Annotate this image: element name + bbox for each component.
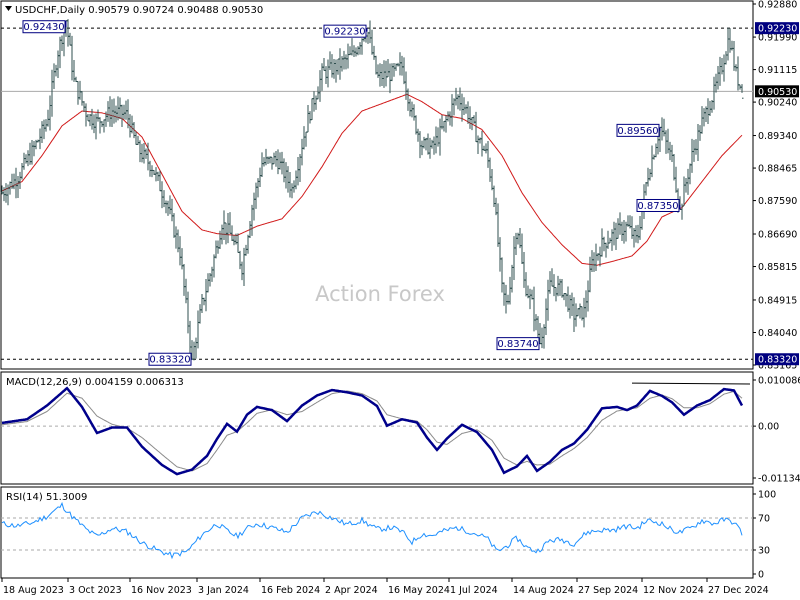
rsi-tick-label-2: 30 (758, 546, 770, 557)
price-tick-label-0: 0.92880 (758, 0, 797, 11)
price-tag-box-0 (755, 22, 799, 35)
price-tick-label-7: 0.86690 (758, 230, 797, 241)
price-tick-label-3: 0.90240 (758, 98, 797, 109)
price-tick-label-11: 0.83165 (758, 361, 797, 372)
price-tick-label-9: 0.84915 (758, 295, 797, 306)
time-tick-label-8: 14 Aug 2024 (513, 585, 574, 596)
annotation-label-1: 0.92230 (324, 27, 365, 38)
time-tick-label-5: 2 Apr 2024 (325, 585, 378, 596)
annotation-box-4 (496, 337, 540, 351)
price-tag-label-0: 0.92230 (758, 24, 797, 35)
chart-title: USDCHF,Daily 0.90579 0.90724 0.90488 0.9… (15, 5, 263, 16)
price-tag-label-1: 0.90530 (758, 87, 797, 98)
macd-pane: 0.010086 0.00 -0.011342 MACD(12,26,9) 0.00… (0, 371, 800, 485)
time-tick-label-11: 27 Dec 2024 (708, 585, 769, 596)
watermark: Action Forex (315, 282, 445, 306)
price-tick-label-8: 0.85815 (758, 262, 797, 273)
time-tick-label-6: 16 May 2024 (388, 585, 450, 596)
rsi-pane: 100 70 30 0 RSI(14) 51.3009 (0, 486, 776, 581)
time-tick-label-10: 12 Nov 2024 (643, 585, 704, 596)
main-pane-frame (0, 0, 754, 370)
macd-pane-frame (0, 371, 754, 485)
price-tag-label-2: 0.83320 (758, 355, 797, 366)
time-tick-label-7: 1 Jul 2024 (450, 585, 498, 596)
price-tag-box-2 (755, 353, 799, 366)
rsi-line (1, 501, 743, 560)
chevron-down-icon[interactable] (5, 6, 12, 11)
macd-trendline (631, 382, 751, 385)
time-tick-label-1: 3 Oct 2023 (69, 585, 122, 596)
time-tick-label-4: 16 Feb 2024 (261, 585, 320, 596)
rsi-title: RSI(14) 51.3009 (6, 492, 87, 503)
price-tick-label-4: 0.89340 (758, 131, 797, 142)
rsi-tick-label-3: 0 (758, 570, 764, 581)
price-bar (740, 84, 744, 99)
price-tick-label-2: 0.91115 (758, 65, 797, 76)
annotation-box-1 (323, 24, 367, 38)
rsi-pane-frame (0, 486, 754, 579)
time-tick-label-2: 16 Nov 2023 (131, 585, 192, 596)
annotation-label-4: 0.83740 (497, 339, 538, 350)
annotation-box-0 (22, 20, 66, 34)
macd-tick-label-1: 0.00 (758, 422, 779, 433)
price-tick-label-5: 0.88465 (758, 164, 797, 175)
annotation-label-2: 0.89560 (617, 126, 658, 137)
time-tick-label-9: 27 Sep 2024 (578, 585, 638, 596)
annotation-box-3 (636, 198, 680, 212)
annotation-box-5 (148, 352, 192, 366)
price-tick-label-6: 0.87590 (758, 196, 797, 207)
rsi-tick-label-0: 100 (758, 490, 776, 501)
macd-tick-label-0: 0.010086 (758, 376, 800, 387)
annotation-label-0: 0.92430 (23, 22, 64, 33)
annotation-label-3: 0.87350 (637, 201, 678, 212)
annotation-box-2 (616, 123, 660, 137)
main-price-pane: 0.92430 0.92230 0.89560 0.87350 0.83740 0.833… (0, 0, 799, 372)
price-tag-box-1 (755, 85, 799, 98)
rsi-tick-label-1: 70 (758, 514, 770, 525)
time-axis: 18 Aug 2023 3 Oct 2023 16 Nov 2023 3 Jan 20… (1, 578, 769, 596)
annotation-label-5: 0.83320 (149, 355, 190, 366)
price-tick-label-1: 0.91990 (758, 33, 797, 44)
price-tick-label-10: 0.84040 (758, 328, 797, 339)
macd-title: MACD(12,26,9) 0.004159 0.006313 (6, 377, 184, 388)
moving-average-line (1, 93, 743, 266)
macd-main-line (1, 386, 744, 476)
time-tick-label-0: 18 Aug 2023 (3, 585, 64, 596)
time-tick-label-3: 3 Jan 2024 (198, 585, 249, 596)
macd-tick-label-2: -0.011342 (758, 474, 800, 485)
